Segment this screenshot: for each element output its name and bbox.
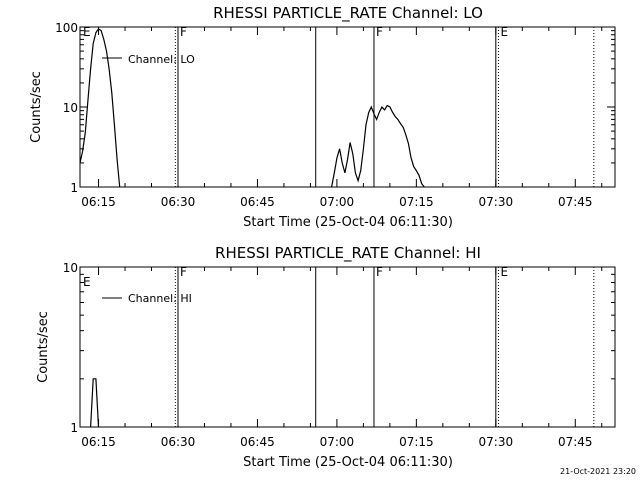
series-line [90, 378, 100, 428]
x-tick-label: 07:30 [479, 195, 514, 209]
legend-label: Channel: LO [128, 53, 195, 66]
y-tick-label: 10 [63, 261, 78, 275]
panel-lo: RHESSI PARTICLE_RATE Channel: LO Start T… [29, 4, 636, 476]
event-label: E [500, 25, 508, 39]
x-tick-label: 07:15 [399, 195, 434, 209]
chart-title: RHESSI PARTICLE_RATE Channel: LO [213, 4, 483, 23]
legend-label: Channel: HI [128, 292, 192, 305]
x-tick-label: 06:15 [81, 195, 116, 209]
plot-frame [79, 266, 616, 428]
timestamp: 21-Oct-2021 23:20 [560, 467, 636, 476]
event-label: F [180, 265, 187, 279]
x-tick-label: 06:45 [240, 435, 275, 449]
y-tick-label: 1 [70, 421, 78, 435]
event-label: F [180, 25, 187, 39]
x-tick-label: 07:30 [479, 435, 514, 449]
x-tick-label: 07:45 [558, 435, 593, 449]
x-tick-label: 06:30 [161, 435, 196, 449]
x-tick-label: 07:45 [558, 195, 593, 209]
x-tick-label: 07:15 [399, 435, 434, 449]
y-tick-label: 1 [70, 181, 78, 195]
chart-title: RHESSI PARTICLE_RATE Channel: HI [215, 244, 481, 263]
series-line [331, 104, 425, 188]
x-tick-label: 07:00 [320, 435, 355, 449]
series-line [79, 27, 121, 188]
y-tick-label: 10 [63, 101, 78, 115]
event-label: F [376, 25, 383, 39]
plot-frame [79, 26, 616, 188]
event-label: F [376, 265, 383, 279]
x-axis-label: Start Time (25-Oct-04 06:11:30) [243, 455, 453, 470]
start-marker-label: E [83, 25, 91, 39]
panel-hi: RHESSI PARTICLE_RATE Channel: HI Start T… [36, 244, 616, 470]
y-tick-label: 100 [55, 21, 78, 35]
event-label: E [500, 265, 508, 279]
x-tick-label: 06:15 [81, 435, 116, 449]
x-tick-label: 06:45 [240, 195, 275, 209]
x-tick-label: 07:00 [320, 195, 355, 209]
x-tick-label: 06:30 [161, 195, 196, 209]
y-axis-label: Counts/sec [29, 71, 44, 143]
x-axis-label: Start Time (25-Oct-04 06:11:30) [243, 215, 453, 230]
start-marker-label: E [83, 275, 91, 289]
y-axis-label: Counts/sec [36, 311, 51, 383]
